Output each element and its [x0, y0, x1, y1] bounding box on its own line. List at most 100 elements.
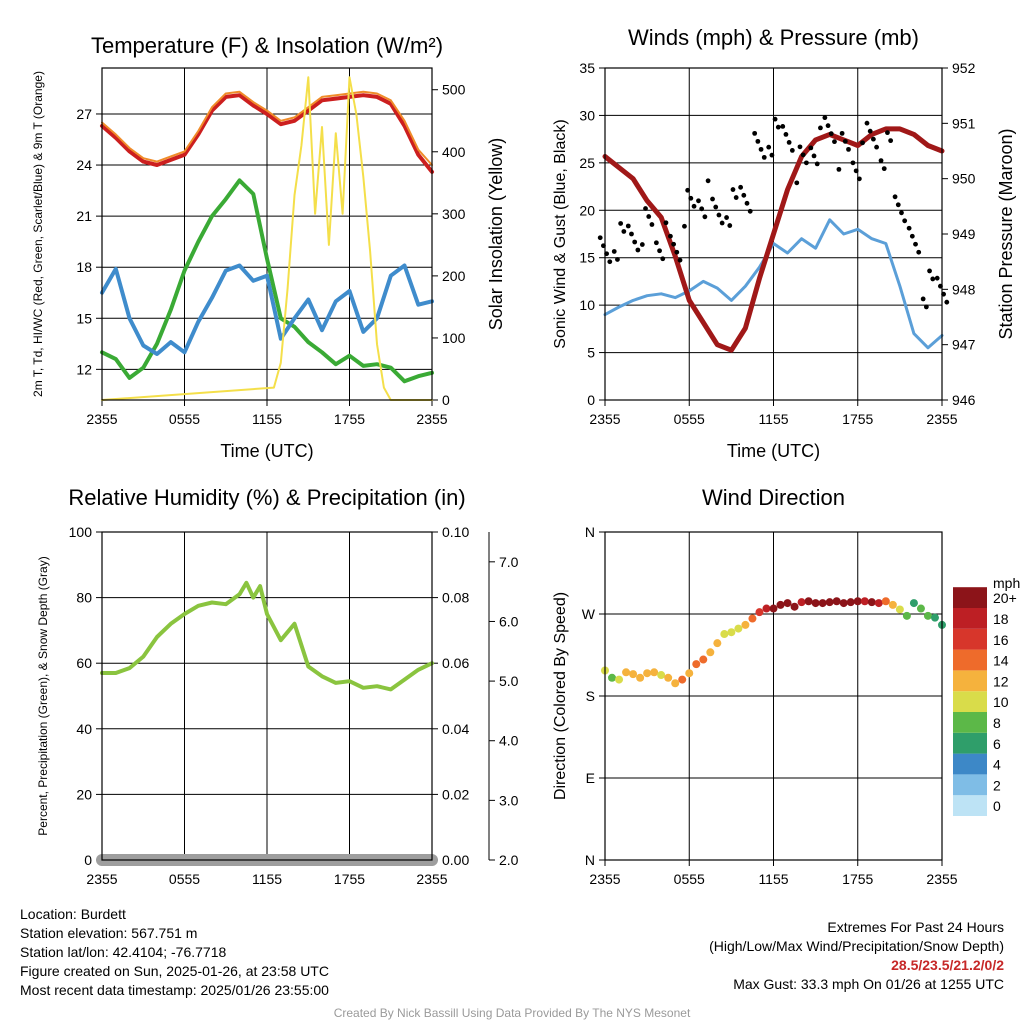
y-right-tick-label: 0.08 [442, 590, 469, 606]
gust-dot [653, 240, 659, 246]
gust-dot [825, 123, 831, 129]
far-right-tick-label: 7.0 [499, 554, 519, 570]
legend-swatch [953, 753, 987, 775]
gust-dot [710, 196, 715, 202]
gust-dot [691, 203, 697, 209]
y-left-tick-label: 0 [84, 852, 92, 868]
gust-dot [888, 138, 894, 144]
gust-dot [780, 124, 786, 129]
y-right-tick-label: 946 [952, 392, 976, 408]
wind-direction-point [923, 611, 932, 620]
y-right-tick-label: 200 [442, 268, 466, 284]
wind-direction-point [888, 600, 897, 609]
legend-swatch [953, 712, 987, 733]
2m-t-line [100, 93, 434, 174]
gust-dot [607, 259, 613, 265]
y-right-axis-label: Solar Insolation (Yellow) [486, 138, 506, 330]
wind-direction-point [608, 673, 617, 682]
wind-direction-point [762, 604, 771, 613]
x-tick-label: 1755 [842, 411, 873, 427]
x-tick-label: 1755 [842, 871, 873, 887]
gust-dot [944, 299, 950, 305]
gust-dot [797, 144, 803, 150]
wind-direction-point [622, 668, 631, 677]
y-left-tick-label: 20 [579, 202, 595, 218]
y-left-tick-label: 21 [76, 208, 92, 224]
wind-direction-point [636, 673, 645, 682]
y-left-tick-label: 15 [579, 250, 595, 266]
legend-label: 4 [993, 757, 1001, 773]
gust-dot [878, 158, 884, 164]
gust-dot [674, 249, 680, 255]
gust-dot [635, 247, 641, 253]
x-tick-label: 1155 [758, 411, 788, 427]
relative-humidity-line [100, 580, 434, 692]
y-right-tick-label: 951 [952, 115, 976, 131]
y-left-tick-label: 0 [587, 392, 595, 408]
gust-dot [814, 161, 820, 167]
gust-dot [913, 241, 918, 247]
gust-dot [808, 145, 814, 151]
y-left-tick-label: 80 [76, 590, 92, 606]
wind-direction-point [839, 599, 848, 608]
gust-dot [867, 128, 873, 134]
gust-dot [716, 212, 722, 218]
extremes-values: 28.5/23.5/21.2/0/2 [891, 957, 1004, 973]
gust-dot [789, 148, 795, 153]
wind-direction-point [825, 598, 834, 607]
y-right-tick-label: 952 [952, 60, 976, 76]
wind-direction-point [692, 660, 701, 669]
wind-direction-point [895, 605, 904, 614]
y-left-axis-label: Percent, Precipitation (Green), & Snow D… [36, 556, 50, 835]
chart-title: Temperature (F) & Insolation (W/m²) [91, 33, 443, 58]
y-right-tick-label: 0.00 [442, 852, 469, 868]
wind-direction-point [832, 597, 841, 606]
x-tick-label: 2355 [589, 411, 620, 427]
gust-dot [783, 132, 789, 137]
wind-direction-point [755, 608, 764, 617]
wind-direction-point [860, 597, 869, 606]
legend-label: 16 [993, 632, 1009, 648]
gust-dot [643, 206, 648, 211]
y-right-tick-label: 948 [952, 281, 976, 297]
gust-dot [766, 144, 772, 150]
plot-frame [604, 531, 943, 861]
location-text: Location: Burdett [20, 906, 126, 922]
y-right-tick-label: 950 [952, 171, 976, 187]
wind-direction-point [804, 597, 813, 606]
td-line [100, 178, 434, 384]
legend-swatch [953, 628, 987, 650]
9m-t-line [101, 90, 433, 166]
wind-direction-point [853, 597, 862, 606]
gust-dot [927, 268, 932, 274]
created-text: Figure created on Sun, 2025-01-26, at 23… [20, 963, 329, 979]
y-right-tick-label: 500 [442, 82, 466, 98]
x-tick-label: 2355 [416, 411, 447, 427]
gust-dot [811, 153, 817, 159]
gust-dot [744, 200, 750, 206]
gust-dot [738, 184, 744, 190]
temp-panel: 2355 0555 1155 1755 2355 12 15 18 21 24 27 0 100 200 3… [31, 33, 506, 461]
gust-dot [755, 138, 761, 144]
legend-label: 0 [993, 798, 1001, 814]
gust-dot [870, 136, 876, 142]
y-left-tick-label: S [586, 688, 595, 704]
x-tick-label: 1155 [758, 871, 788, 887]
gust-dot [685, 187, 691, 193]
y-right-tick-label: 0.06 [442, 655, 469, 671]
wind-panel: 2355 0555 1155 1755 2355 0 5 10 15 20 25 30 35 946 947… [552, 25, 1016, 461]
x-tick-label: 2355 [416, 871, 447, 887]
gust-dot [772, 116, 778, 122]
x-tick-label: 2355 [86, 411, 117, 427]
y-left-tick-label: 40 [76, 721, 92, 737]
wind-direction-point [783, 599, 792, 608]
legend-swatch [953, 691, 987, 712]
gust-dot [671, 241, 677, 247]
gust-dot [761, 154, 767, 160]
gust-dot [727, 223, 733, 228]
latlon-text: Station lat/lon: 42.4104; -76.7718 [20, 944, 227, 960]
wind-direction-point [671, 679, 680, 688]
gust-dot [892, 194, 898, 200]
plot-frame [604, 67, 943, 401]
wind-direction-point [615, 675, 624, 684]
